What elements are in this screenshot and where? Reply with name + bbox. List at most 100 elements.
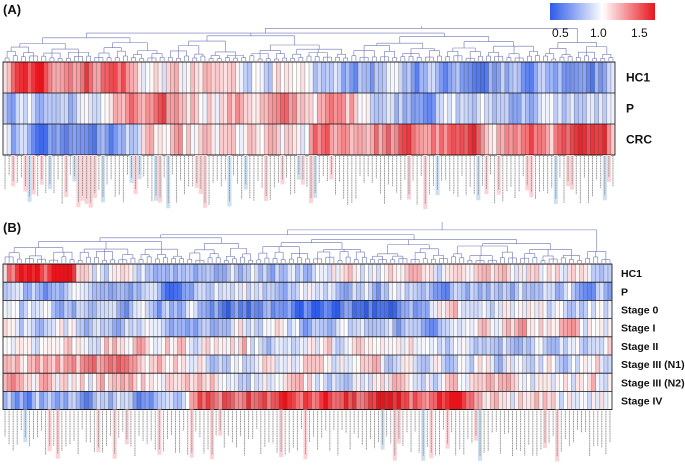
heat-cell — [529, 124, 534, 155]
heat-cell — [268, 124, 273, 155]
heat-cell — [319, 300, 324, 319]
heat-cell — [262, 300, 267, 319]
heat-cell — [230, 318, 235, 337]
heat-cell — [206, 336, 211, 355]
heat-cell — [461, 391, 466, 410]
heat-cell — [181, 373, 186, 392]
heat-cell — [43, 93, 48, 124]
heat-cell — [304, 62, 310, 93]
heat-cell — [43, 373, 48, 392]
heat-cell — [157, 264, 162, 283]
heat-cell — [538, 282, 544, 301]
heat-cell — [413, 282, 418, 301]
heat-cell — [162, 62, 167, 93]
heat-cell — [23, 355, 28, 374]
heat-cell — [386, 93, 391, 124]
heat-cell — [272, 124, 277, 155]
heat-cell — [574, 124, 579, 155]
heat-cell — [76, 300, 81, 319]
heat-cell — [465, 282, 470, 301]
heat-cell — [120, 373, 125, 392]
heat-cell — [39, 391, 44, 410]
heat-cell — [579, 391, 584, 410]
heat-cell — [88, 282, 93, 301]
heat-cell — [51, 62, 57, 93]
heat-cell — [461, 282, 466, 301]
heat-cell — [607, 355, 613, 374]
heat-cell — [181, 300, 186, 319]
heat-cell — [242, 264, 247, 283]
heat-cell — [35, 373, 40, 392]
heat-cell — [193, 355, 198, 374]
heat-cell — [364, 391, 369, 410]
heat-cell — [264, 93, 269, 124]
heat-cell — [189, 282, 194, 301]
heat-cell — [11, 318, 16, 337]
heat-cell — [149, 282, 154, 301]
heat-cell — [599, 318, 604, 337]
heat-cell — [364, 300, 369, 319]
heat-cell — [125, 93, 130, 124]
heat-cell — [141, 336, 146, 355]
heat-cell — [400, 300, 405, 319]
heat-cell — [542, 336, 548, 355]
heat-cell — [128, 391, 133, 410]
column-highlight — [198, 155, 203, 195]
heat-cell — [339, 373, 345, 392]
heat-cell — [345, 124, 350, 155]
heat-cell — [92, 124, 97, 155]
heat-cell — [165, 318, 170, 337]
heat-cell — [193, 300, 198, 319]
heat-cell — [372, 355, 377, 374]
heat-cell — [292, 124, 297, 155]
heat-cell — [170, 93, 175, 124]
heat-cell — [335, 355, 341, 374]
heat-cell — [591, 391, 596, 410]
heat-cell — [201, 282, 207, 301]
heat-cell — [388, 336, 393, 355]
heat-cell — [153, 282, 158, 301]
heat-cell — [571, 336, 576, 355]
heat-cell — [400, 391, 405, 410]
heat-cell — [453, 264, 458, 283]
heat-cell — [384, 318, 389, 337]
heat-cell — [563, 300, 568, 319]
heat-cell — [299, 300, 304, 319]
heat-cell — [376, 373, 381, 392]
heat-cell — [378, 124, 383, 155]
heat-cell — [250, 355, 255, 374]
heat-cell — [404, 282, 410, 301]
heat-cell — [337, 124, 342, 155]
heat-cell — [327, 318, 332, 337]
heat-cell — [348, 264, 353, 283]
heat-cell — [145, 264, 150, 283]
heat-cell — [530, 336, 535, 355]
heat-cell — [7, 391, 12, 410]
heat-cell — [116, 373, 121, 392]
heat-cell — [141, 318, 146, 337]
heat-cell — [72, 373, 77, 392]
heat-cell — [590, 124, 595, 155]
heat-cell — [214, 373, 219, 392]
heat-cell — [76, 318, 81, 337]
heat-cell — [266, 336, 272, 355]
heat-cell — [567, 373, 572, 392]
heat-cell — [234, 282, 239, 301]
heat-cell — [567, 300, 572, 319]
column-highlight — [542, 409, 548, 449]
heat-cell — [473, 318, 479, 337]
heat-cell — [112, 391, 117, 410]
heat-cell — [283, 282, 288, 301]
heat-cell — [542, 264, 548, 283]
heat-cell — [541, 62, 546, 93]
heat-cell — [561, 62, 567, 93]
heat-cell — [125, 124, 130, 155]
heat-cell — [457, 373, 462, 392]
heat-cell — [494, 391, 499, 410]
heat-cell — [104, 282, 109, 301]
heat-cell — [356, 373, 361, 392]
heat-cell — [433, 300, 438, 319]
heat-cell — [335, 373, 341, 392]
